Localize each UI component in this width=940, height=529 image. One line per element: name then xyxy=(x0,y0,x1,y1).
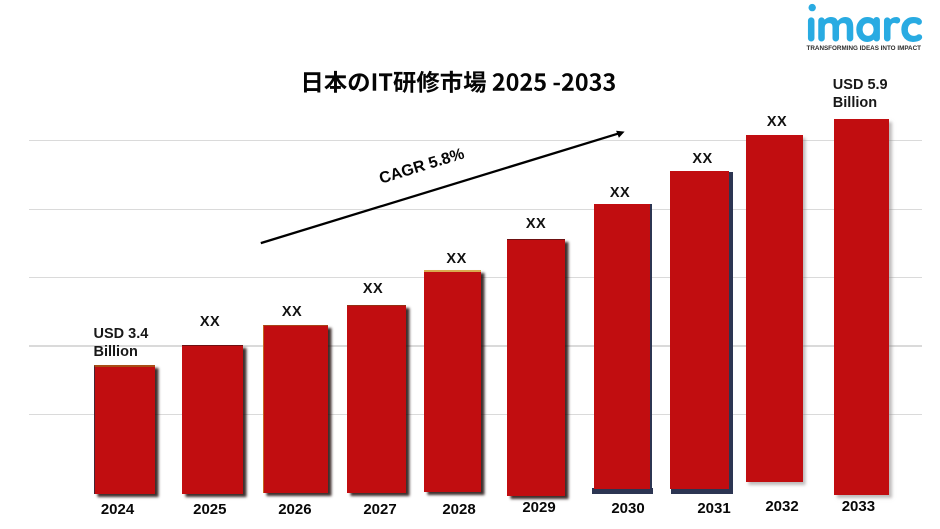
svg-text:TRANSFORMING IDEAS INTO IMPACT: TRANSFORMING IDEAS INTO IMPACT xyxy=(807,45,922,52)
